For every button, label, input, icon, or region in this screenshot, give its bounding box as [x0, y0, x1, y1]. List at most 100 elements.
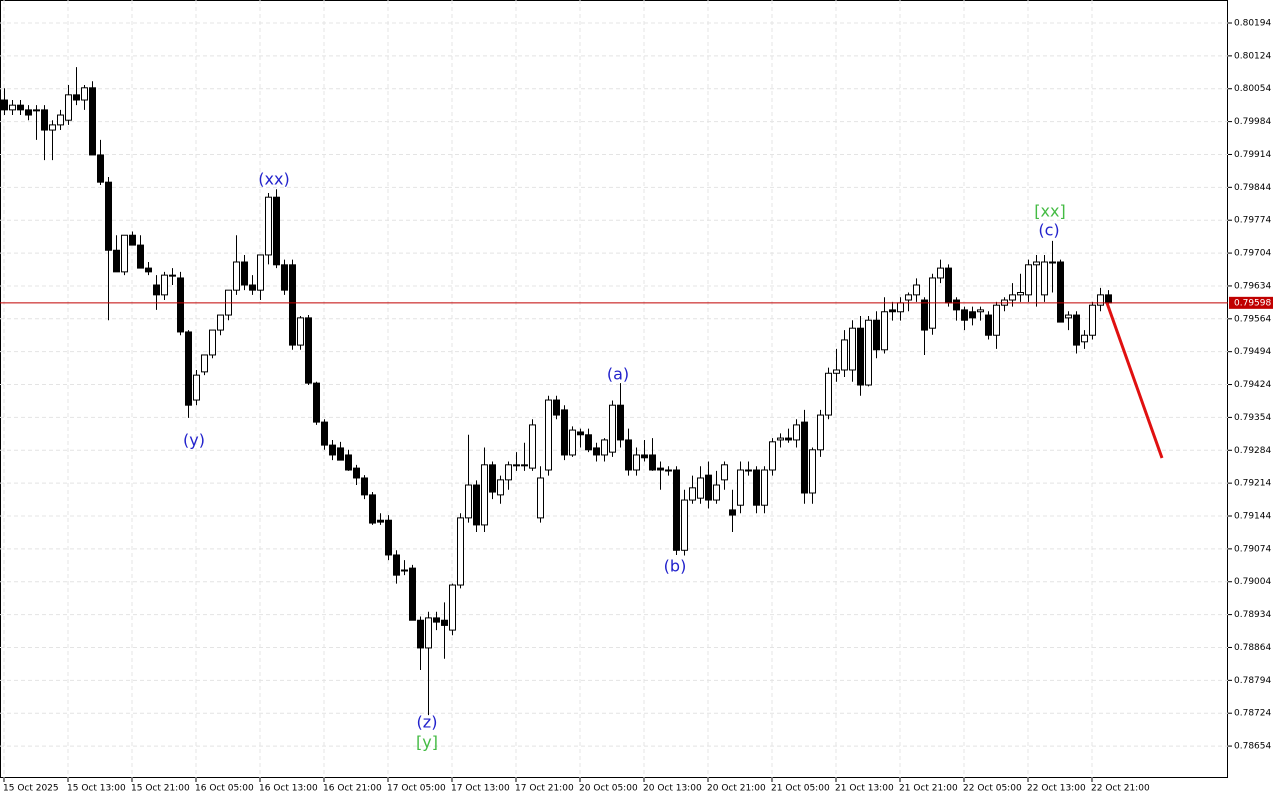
candle-body	[801, 421, 808, 494]
x-tick-label: 22 Oct 05:00	[963, 784, 1022, 794]
candle-body	[681, 499, 688, 551]
y-tick-label: 0.78864	[1234, 643, 1271, 653]
candle-body	[993, 304, 1000, 336]
candle-body	[593, 447, 600, 456]
y-tick-label: 0.79284	[1234, 446, 1271, 456]
candle-body	[457, 517, 464, 586]
x-tick-label: 21 Oct 05:00	[771, 784, 830, 794]
y-tick-label: 0.78934	[1234, 610, 1271, 620]
x-tick-label: 17 Oct 21:00	[515, 784, 574, 794]
candle-body	[241, 261, 248, 286]
candle-body	[9, 104, 16, 111]
candle-body	[433, 617, 440, 623]
candle-body	[617, 404, 624, 441]
x-tick-label: 21 Oct 13:00	[835, 784, 894, 794]
candle-body	[17, 104, 24, 111]
wave-label: (c)	[1038, 221, 1059, 240]
candle-body	[625, 439, 632, 471]
candle-body	[761, 469, 768, 506]
candle-body	[265, 196, 272, 256]
candle-body	[553, 399, 560, 416]
candle-body	[473, 484, 480, 526]
candle-body	[489, 464, 496, 493]
x-tick-label: 20 Oct 05:00	[579, 784, 638, 794]
y-tick-label: 0.79494	[1234, 347, 1271, 357]
candle-body	[953, 299, 960, 311]
candle-body	[713, 484, 720, 501]
plot-frame	[0, 0, 1228, 778]
candle-body	[321, 421, 328, 446]
x-tick-label: 15 Oct 21:00	[131, 784, 190, 794]
candle-body	[1017, 292, 1024, 296]
candle-body	[945, 267, 952, 304]
candle-body	[377, 519, 384, 523]
candle-body	[57, 114, 64, 126]
candle-body	[793, 424, 800, 441]
candle-body	[825, 372, 832, 416]
candle-body	[569, 429, 576, 456]
candle-body	[393, 554, 400, 576]
y-tick-label: 0.79564	[1234, 314, 1271, 324]
candle-body	[105, 181, 112, 251]
candle-body	[289, 264, 296, 346]
candle-body	[753, 469, 760, 506]
candle-body	[1089, 304, 1096, 336]
candle-body	[185, 331, 192, 406]
x-tick-label: 22 Oct 13:00	[1027, 784, 1086, 794]
candle-body	[361, 477, 368, 496]
candle-body	[697, 477, 704, 499]
candle-body	[633, 454, 640, 471]
candle-body	[705, 474, 712, 501]
wave-label: (z)	[417, 713, 438, 732]
candle-body	[425, 617, 432, 649]
candle-body	[297, 317, 304, 346]
y-tick-label: 0.79634	[1234, 281, 1271, 291]
candle-body	[545, 399, 552, 471]
candle-body	[913, 284, 920, 296]
candle-body	[905, 294, 912, 301]
candle-body	[1033, 261, 1040, 266]
y-tick-label: 0.79844	[1234, 183, 1271, 193]
candle-body	[257, 254, 264, 291]
wave-label: (b)	[664, 557, 687, 576]
candle-body	[417, 619, 424, 649]
wave-label: (a)	[607, 365, 629, 384]
candle-body	[969, 311, 976, 319]
candle-body	[177, 277, 184, 333]
candle-body	[1041, 261, 1048, 296]
x-tick-label: 17 Oct 13:00	[451, 784, 510, 794]
candle-body	[49, 124, 56, 131]
y-tick-label: 0.78724	[1234, 709, 1271, 719]
candle-body	[329, 444, 336, 456]
candle-body	[193, 374, 200, 401]
candle-body	[409, 567, 416, 621]
candle-body	[81, 87, 88, 101]
y-tick-label: 0.80194	[1234, 19, 1271, 29]
candle-body	[345, 454, 352, 471]
candle-body	[745, 469, 752, 472]
candle-body	[729, 509, 736, 516]
forecast-arrow	[1105, 302, 1164, 459]
candle-body	[985, 314, 992, 336]
candle-body	[673, 469, 680, 551]
x-tick-label: 15 Oct 2025	[3, 784, 59, 794]
candle-body	[785, 437, 792, 441]
candle-body	[89, 87, 96, 156]
candle-body	[841, 339, 848, 371]
candle-body	[497, 479, 504, 496]
wave-label: [xx]	[1034, 202, 1065, 221]
candle-body	[521, 464, 528, 467]
candle-body	[1057, 261, 1064, 323]
candle-body	[961, 309, 968, 321]
candle-body	[817, 414, 824, 451]
candle-body	[145, 267, 152, 273]
candle-body	[201, 354, 208, 373]
candle-body	[1009, 294, 1016, 301]
y-tick-label: 0.79214	[1234, 479, 1271, 489]
candle-body	[353, 467, 360, 479]
candle-body	[1, 99, 8, 111]
candle-body	[641, 454, 648, 459]
wave-label: [y]	[416, 733, 438, 752]
candle-body	[857, 327, 864, 386]
y-tick-label: 0.79984	[1234, 117, 1271, 127]
